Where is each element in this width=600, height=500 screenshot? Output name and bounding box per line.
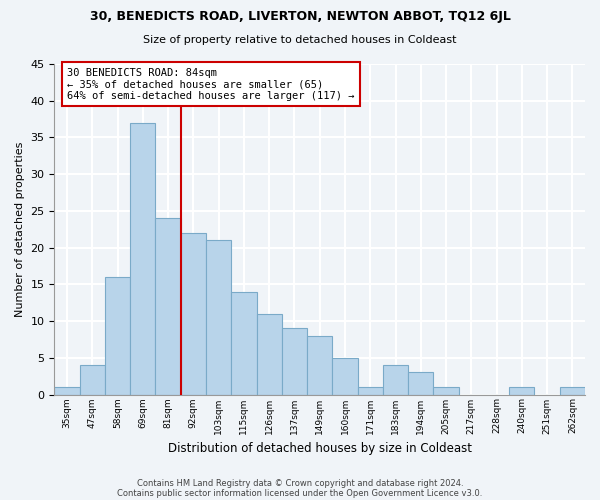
Text: Contains public sector information licensed under the Open Government Licence v3: Contains public sector information licen… [118, 488, 482, 498]
Bar [509, 387, 535, 394]
Bar [55, 387, 80, 394]
Text: 30 BENEDICTS ROAD: 84sqm
← 35% of detached houses are smaller (65)
64% of semi-d: 30 BENEDICTS ROAD: 84sqm ← 35% of detach… [67, 68, 355, 101]
Bar [231, 292, 257, 395]
Bar [181, 233, 206, 394]
Bar [155, 218, 181, 394]
Bar [383, 365, 408, 394]
Bar [130, 123, 155, 394]
Bar [332, 358, 358, 395]
Bar [105, 277, 130, 394]
Text: Contains HM Land Registry data © Crown copyright and database right 2024.: Contains HM Land Registry data © Crown c… [137, 478, 463, 488]
Bar [307, 336, 332, 394]
Bar [282, 328, 307, 394]
Bar [358, 387, 383, 394]
Bar [433, 387, 458, 394]
Bar [408, 372, 433, 394]
Text: Size of property relative to detached houses in Coldeast: Size of property relative to detached ho… [143, 35, 457, 45]
Bar [80, 365, 105, 394]
Bar [560, 387, 585, 394]
X-axis label: Distribution of detached houses by size in Coldeast: Distribution of detached houses by size … [168, 442, 472, 455]
Bar [257, 314, 282, 394]
Bar [206, 240, 231, 394]
Text: 30, BENEDICTS ROAD, LIVERTON, NEWTON ABBOT, TQ12 6JL: 30, BENEDICTS ROAD, LIVERTON, NEWTON ABB… [89, 10, 511, 23]
Y-axis label: Number of detached properties: Number of detached properties [15, 142, 25, 317]
